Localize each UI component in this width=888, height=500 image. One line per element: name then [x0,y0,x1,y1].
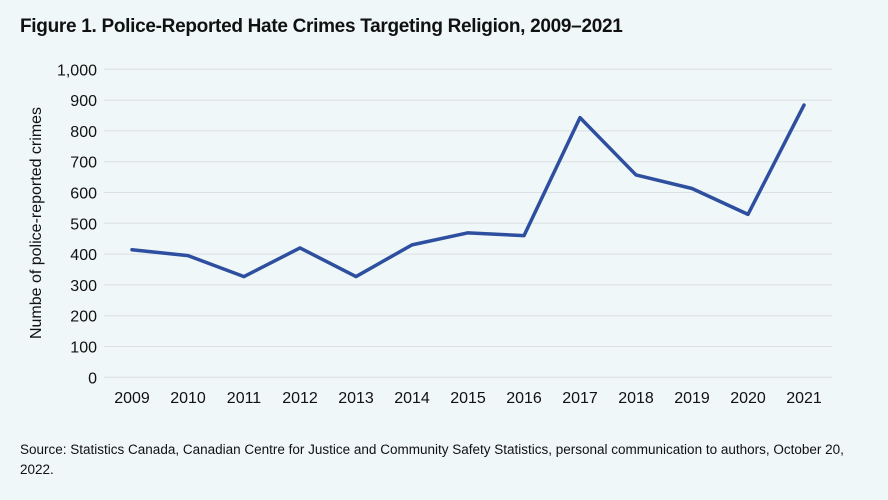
y-tick-label: 1,000 [57,62,97,79]
data-point [746,212,750,216]
x-tick-label: 2019 [674,390,710,407]
y-axis-label: Numbe of police-reported crimes [28,107,45,339]
data-point [242,275,246,279]
y-tick-label: 100 [70,340,97,357]
y-tick-label: 400 [70,247,97,264]
data-point [802,103,806,107]
y-tick-label: 700 [70,155,97,172]
y-tick-label: 600 [70,186,97,203]
x-tick-label: 2018 [618,390,654,407]
x-tick-label: 2014 [394,390,430,407]
data-point [354,275,358,279]
x-tick-label: 2015 [450,390,486,407]
y-tick-label: 300 [70,278,97,295]
y-tick-label: 200 [70,309,97,326]
data-point [522,234,526,238]
chart-title: Figure 1. Police-Reported Hate Crimes Ta… [20,16,623,37]
data-point [186,254,190,258]
data-point [690,186,694,190]
data-point [466,231,470,235]
y-tick-label: 0 [88,370,97,387]
x-tick-label: 2009 [114,390,150,407]
y-tick-label: 500 [70,216,97,233]
x-tick-label: 2017 [562,390,598,407]
x-tick-label: 2021 [786,390,822,407]
x-tick-label: 2016 [506,390,542,407]
x-tick-label: 2012 [282,390,318,407]
data-point [578,116,582,120]
data-point [130,248,134,252]
data-point [410,243,414,247]
x-tick-label: 2020 [730,390,766,407]
source-note: Source: Statistics Canada, Canadian Cent… [20,442,844,477]
x-tick-label: 2011 [227,390,262,407]
data-point [634,173,638,177]
y-tick-label: 800 [70,124,97,141]
data-point [298,246,302,250]
x-tick-label: 2013 [338,390,374,407]
y-tick-label: 900 [70,93,97,110]
x-tick-label: 2010 [170,390,206,407]
